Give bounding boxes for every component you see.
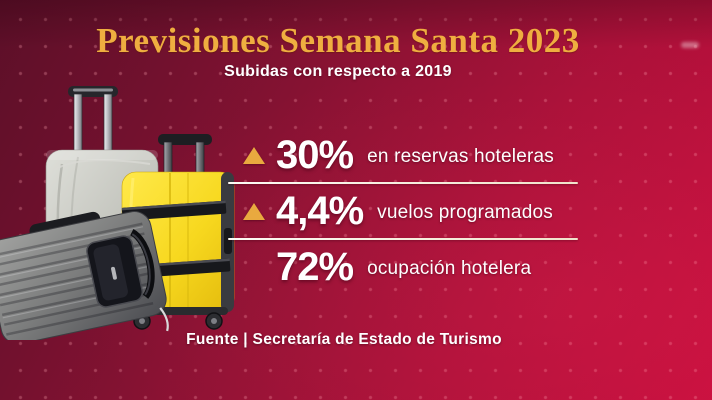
stats-list: 30% en reservas hoteleras 4,4% vuelos pr… <box>228 128 578 294</box>
stat-label: en reservas hoteleras <box>367 146 554 167</box>
up-triangle-icon <box>243 202 265 220</box>
suitcases-image <box>0 86 235 340</box>
glare-artifact <box>681 42 699 48</box>
header: Previsiones Semana Santa 2023 Subidas co… <box>0 21 676 81</box>
page-title: Previsiones Semana Santa 2023 <box>96 21 580 60</box>
trend-slot <box>228 146 276 164</box>
stat-row-flights: 4,4% vuelos programados <box>228 184 578 238</box>
dark-gray-suitcase <box>0 211 169 340</box>
stat-value: 30% <box>276 132 354 177</box>
page-subtitle: Subidas con respecto a 2019 <box>224 63 452 80</box>
source-text: Fuente | Secretaría de Estado de Turismo <box>186 331 502 348</box>
stat-label: vuelos programados <box>377 202 553 223</box>
divider <box>228 182 578 184</box>
stat-row-hotel-reservations: 30% en reservas hoteleras <box>228 128 578 182</box>
stat-label: ocupación hotelera <box>367 258 532 279</box>
stat-value: 72% <box>276 244 354 289</box>
divider <box>228 238 578 240</box>
stat-row-hotel-occupancy: 72% ocupación hotelera <box>228 240 578 294</box>
trend-slot <box>228 202 276 220</box>
up-triangle-icon <box>243 146 265 164</box>
stat-value: 4,4% <box>276 188 364 233</box>
footer: Fuente | Secretaría de Estado de Turismo <box>0 331 688 349</box>
